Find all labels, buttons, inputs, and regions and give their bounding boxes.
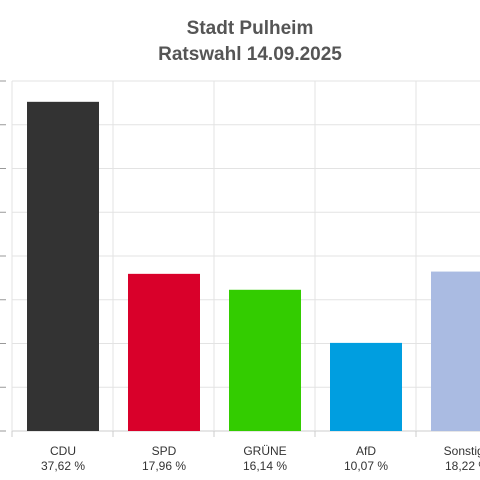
- chart-subtitle: Ratswahl 14.09.2025: [158, 44, 342, 65]
- value-label: 37,62 %: [41, 459, 85, 473]
- bar-cdu: [27, 101, 99, 431]
- category-label: Sonstige: [444, 444, 480, 458]
- category-label: SPD: [152, 444, 177, 458]
- value-label: 16,14 %: [243, 459, 287, 473]
- bar-sonstige: [431, 271, 480, 431]
- bar-grüne: [229, 289, 301, 431]
- chart-titles: Stadt Pulheim Ratswahl 14.09.2025: [0, 16, 480, 68]
- bar-afd: [330, 342, 402, 431]
- category-label: AfD: [356, 444, 376, 458]
- chart-title: Stadt Pulheim: [186, 18, 314, 39]
- value-label: 10,07 %: [344, 459, 388, 473]
- category-label: GRÜNE: [243, 444, 286, 458]
- value-label: 17,96 %: [142, 459, 186, 473]
- value-label: 18,22 %: [445, 459, 480, 473]
- category-label: CDU: [50, 444, 76, 458]
- bar-spd: [128, 273, 200, 431]
